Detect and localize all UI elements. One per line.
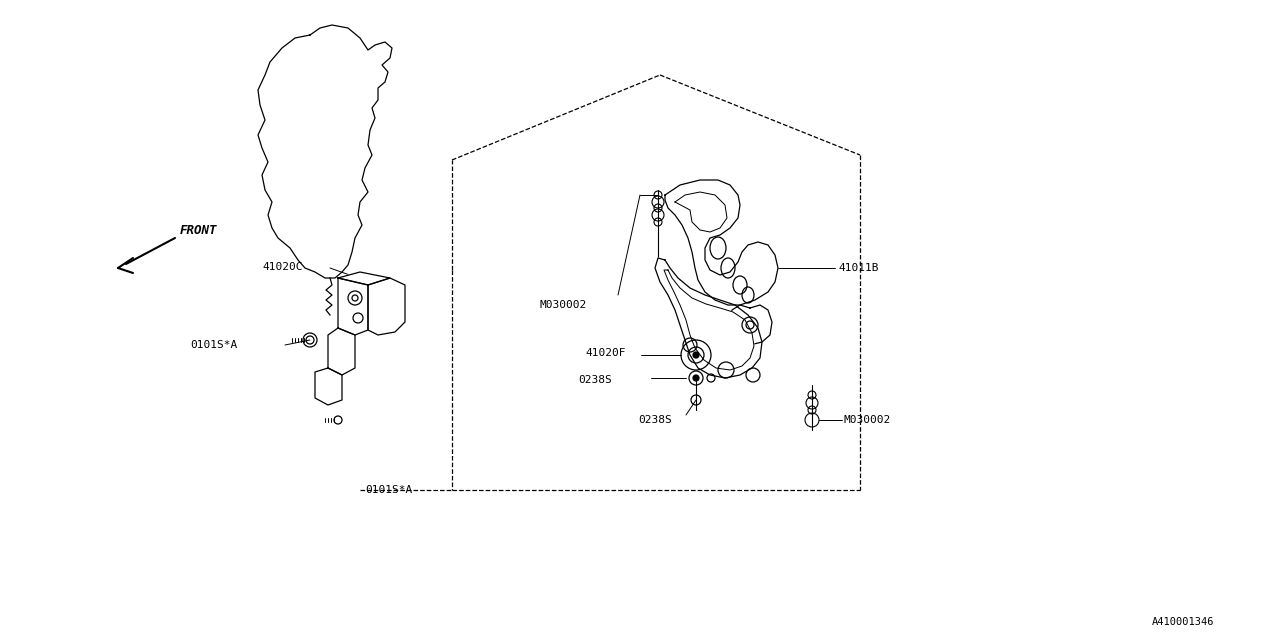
Polygon shape [315, 368, 342, 405]
Circle shape [692, 352, 699, 358]
Polygon shape [338, 278, 369, 335]
Text: M030002: M030002 [540, 300, 588, 310]
Polygon shape [369, 278, 404, 335]
Text: A410001346: A410001346 [1152, 617, 1215, 627]
Polygon shape [655, 258, 762, 378]
Text: 41011B: 41011B [838, 263, 878, 273]
Text: 0101S*A: 0101S*A [365, 485, 412, 495]
Polygon shape [728, 305, 772, 345]
Text: 0238S: 0238S [637, 415, 672, 425]
Polygon shape [338, 272, 390, 285]
Text: 41020C: 41020C [262, 262, 302, 272]
Polygon shape [664, 270, 754, 370]
Text: 0101S*A: 0101S*A [189, 340, 237, 350]
Circle shape [692, 375, 699, 381]
Text: FRONT: FRONT [180, 223, 218, 237]
Text: 41020F: 41020F [585, 348, 626, 358]
Polygon shape [328, 328, 355, 375]
Polygon shape [675, 192, 727, 232]
Text: M030002: M030002 [844, 415, 891, 425]
Text: 0238S: 0238S [579, 375, 612, 385]
Polygon shape [666, 180, 778, 305]
